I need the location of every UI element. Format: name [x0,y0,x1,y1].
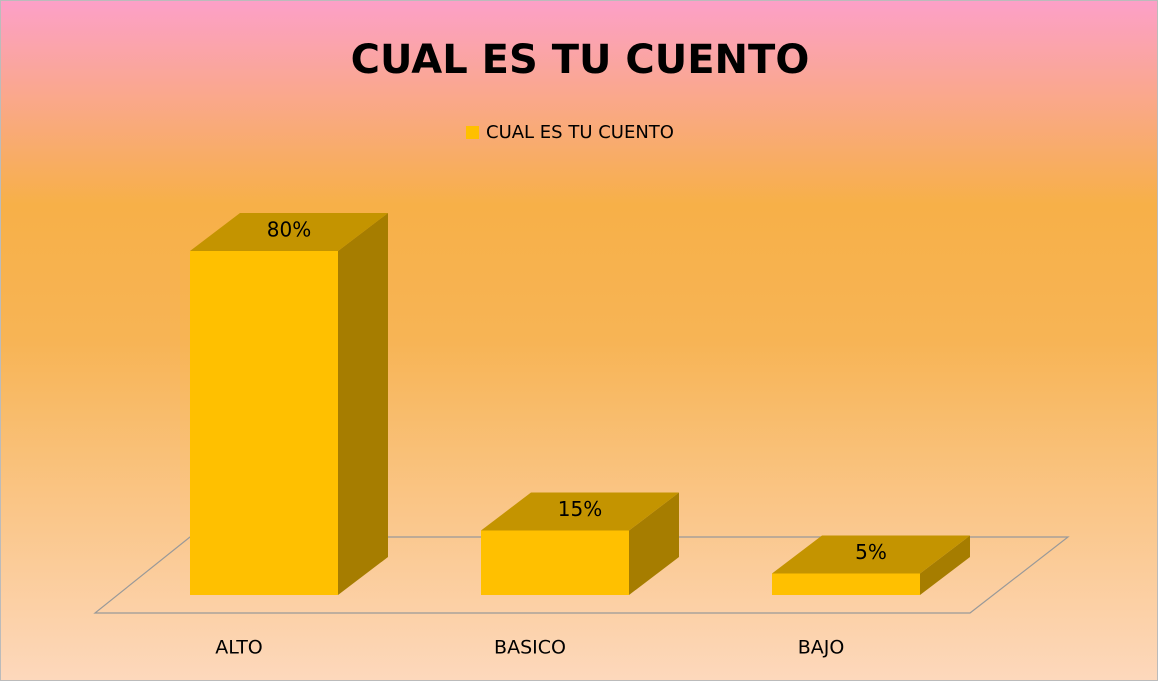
x-tick-label: ALTO [215,637,263,659]
bar [772,573,920,595]
bar-side [629,492,679,595]
data-label: 15% [558,497,602,521]
bar-top [481,492,679,531]
chart-title: CUAL ES TU CUENTO [351,37,810,83]
data-label: 5% [855,540,887,564]
legend-label: CUAL ES TU CUENTO [486,122,674,143]
x-tick-label: BAJO [798,637,845,659]
floor [93,536,1070,614]
bar [190,251,338,595]
bar-side [338,213,388,595]
bar-side [920,535,970,595]
bar [481,530,629,595]
data-label: 80% [267,218,311,242]
bar-top [772,535,970,574]
bar-top [190,213,388,251]
x-tick-label: BASICO [494,637,566,659]
legend-swatch [466,126,479,139]
